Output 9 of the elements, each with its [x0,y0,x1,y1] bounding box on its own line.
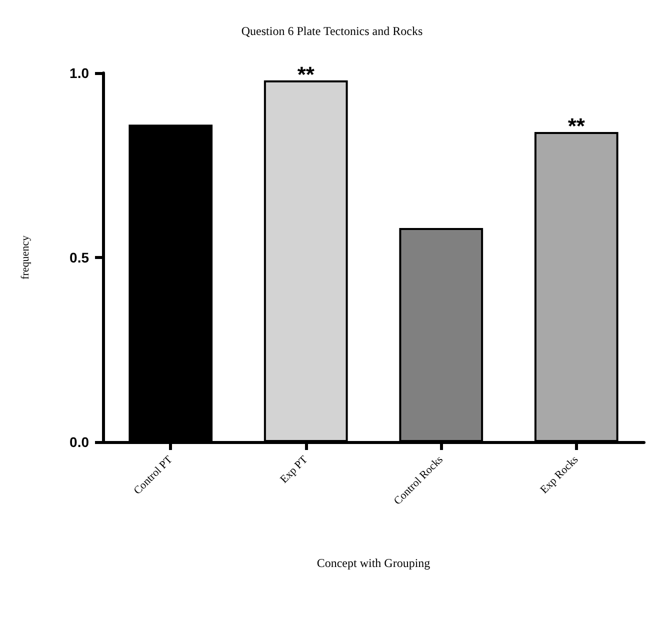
annotation: ** [568,114,586,139]
y-tick-label: 1.0 [70,65,90,81]
chart-title: Question 6 Plate Tectonics and Rocks [241,24,423,38]
y-tick-label: 0.5 [70,250,90,266]
annotation: ** [297,62,315,87]
y-axis-title: frequency [20,235,32,280]
y-tick-label: 0.0 [70,434,90,450]
x-axis-title: Concept with Grouping [316,556,430,570]
x-tick-label: Exp PT [278,454,310,486]
